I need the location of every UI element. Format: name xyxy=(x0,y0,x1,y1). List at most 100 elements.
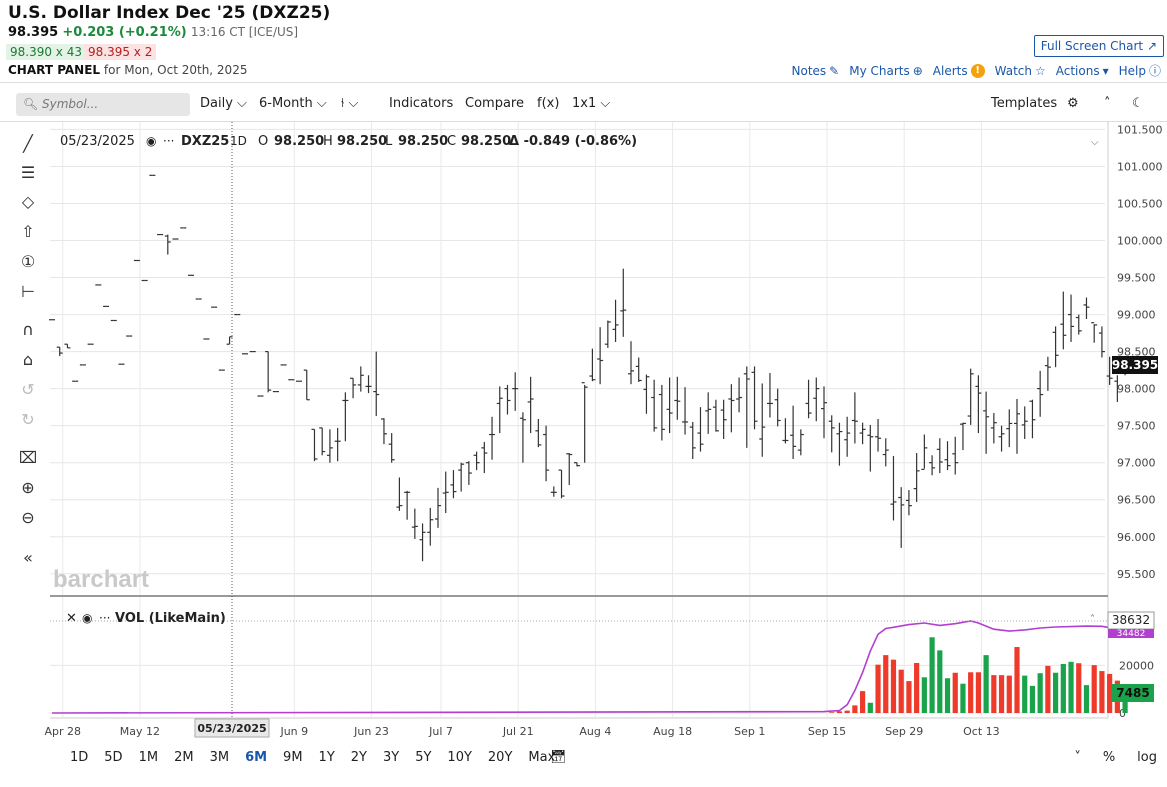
annotation-tool-icon[interactable]: ① xyxy=(20,251,36,271)
range-button[interactable]: 5Y xyxy=(415,750,432,765)
chevron-down-icon: ⌵ xyxy=(316,96,327,111)
x-tick-label: Sep 1 xyxy=(734,725,765,738)
ohlc-bar xyxy=(411,508,418,539)
eye-icon[interactable]: ◉ xyxy=(146,134,156,148)
undo-icon[interactable]: ↺ xyxy=(21,379,35,399)
expand-down-icon[interactable]: ˅ xyxy=(1074,750,1081,765)
bar-type-dropdown[interactable]: ⫮ ⌵ xyxy=(341,96,358,111)
collapse-up-icon[interactable]: ˄ xyxy=(1104,96,1111,111)
layout-dropdown[interactable]: 1x1 ⌵ xyxy=(572,96,610,111)
volume-bar xyxy=(852,705,858,713)
more-icon[interactable]: ··· xyxy=(99,611,110,625)
help-link[interactable]: Help ⓘ xyxy=(1119,62,1161,79)
volume-collapse-icon[interactable]: ˄ xyxy=(1090,613,1095,625)
range-button[interactable]: 10Y xyxy=(447,750,472,765)
quote-time: 13:16 CT [ICE/US] xyxy=(190,25,299,39)
volume-bar xyxy=(836,711,843,713)
price-tick-label: 96.000 xyxy=(1117,531,1156,544)
templates-button[interactable]: Templates xyxy=(991,96,1058,111)
ohlc-bar xyxy=(797,429,804,456)
zoom-out-icon[interactable]: ⊖ xyxy=(21,507,35,527)
symbol-search-input[interactable]: 🔍︎ Symbol... xyxy=(16,93,190,116)
range-button[interactable]: 2M xyxy=(174,750,194,765)
magnet-icon[interactable]: ∩ xyxy=(22,319,34,339)
price-tick-label: 100.500 xyxy=(1117,197,1163,210)
trendline-tool-icon[interactable]: ╱ xyxy=(23,133,33,153)
divider xyxy=(0,82,1167,83)
symbol-placeholder: Symbol... xyxy=(42,97,99,111)
legend-collapse-icon[interactable]: ⌵ xyxy=(1091,137,1099,148)
ohlc-bars xyxy=(49,174,1136,562)
eye-icon[interactable]: ◉ xyxy=(82,611,92,625)
chart-panel-date: for Mon, Oct 20th, 2025 xyxy=(103,63,248,77)
ohlc-bar xyxy=(1014,398,1020,454)
more-icon[interactable]: ··· xyxy=(163,134,174,148)
ohlc-bar xyxy=(473,451,480,471)
close-icon[interactable]: ✕ xyxy=(66,611,77,626)
arrow-tool-icon[interactable]: ⇧ xyxy=(21,221,35,241)
range-button[interactable]: 20Y xyxy=(487,750,513,765)
ohlc-bar xyxy=(535,418,542,448)
range-button[interactable]: 1Y xyxy=(318,750,335,765)
interval-dropdown[interactable]: Daily ⌵ xyxy=(200,96,247,111)
range-button[interactable]: 6M xyxy=(245,750,268,765)
legend-delta: Δ -0.849 (-0.86%) xyxy=(509,134,637,149)
x-tick-label: Sep 15 xyxy=(808,725,846,738)
ohlc-bar xyxy=(975,375,982,434)
percent-toggle[interactable]: % xyxy=(1102,750,1116,765)
range-button[interactable]: 1D xyxy=(70,750,89,765)
ohlc-bar xyxy=(519,412,526,463)
trash-icon[interactable]: ⌧ xyxy=(18,447,38,467)
ohlc-bar xyxy=(705,392,712,434)
ohlc-bar xyxy=(882,438,889,467)
compare-button[interactable]: Compare xyxy=(465,96,524,111)
shapes-tool-icon[interactable]: ◇ xyxy=(21,191,35,211)
alerts-link[interactable]: Alerts! xyxy=(933,62,985,79)
ohlc-bar xyxy=(813,377,820,422)
notes-link[interactable]: Notes ✎ xyxy=(792,62,840,79)
volume-bar xyxy=(1029,685,1036,713)
ohlc-bar xyxy=(782,418,789,444)
dark-mode-icon[interactable]: ☾ xyxy=(1132,96,1144,111)
volume-bar xyxy=(1037,673,1043,713)
unlock-icon[interactable]: ⌂ xyxy=(22,349,34,369)
log-toggle[interactable]: log xyxy=(1137,750,1157,765)
range-button[interactable]: Max xyxy=(528,750,556,765)
ohlc-bar xyxy=(875,418,882,452)
range-button[interactable]: 5D xyxy=(104,750,123,765)
ohlc-bar xyxy=(311,428,318,462)
my-charts-link[interactable]: My Charts ⊕ xyxy=(849,62,923,79)
range-button[interactable]: 1M xyxy=(138,750,159,765)
ohlc-bar xyxy=(944,441,951,471)
range-button[interactable]: 3M xyxy=(209,750,230,765)
ohlc-bar xyxy=(465,461,472,485)
volume-bar xyxy=(1060,663,1066,713)
last-price: 98.395 xyxy=(8,25,59,40)
volume-tick-label: 0 xyxy=(1119,707,1126,720)
watch-link[interactable]: Watch ☆ xyxy=(995,62,1046,79)
collapse-left-icon[interactable]: « xyxy=(23,547,33,567)
ohlc-bar xyxy=(404,490,411,520)
x-tick-label: Sep 29 xyxy=(885,725,923,738)
redo-icon[interactable]: ↻ xyxy=(21,409,35,429)
zoom-in-icon[interactable]: ⊕ xyxy=(21,477,35,497)
actions-menu[interactable]: Actions ▾ xyxy=(1056,62,1109,79)
range-button[interactable]: 3Y xyxy=(382,750,400,765)
period-dropdown[interactable]: 6-Month ⌵ xyxy=(259,96,327,111)
volume-bar xyxy=(875,664,881,713)
range-button[interactable]: 2Y xyxy=(350,750,367,765)
question-icon: ⓘ xyxy=(1148,64,1161,78)
range-button[interactable]: 9M xyxy=(283,750,303,765)
ohlc-bar xyxy=(265,350,272,393)
fx-button[interactable]: f(x) xyxy=(537,96,560,111)
ohlc-bar xyxy=(334,427,341,462)
calendar-icon[interactable]: 📅︎ xyxy=(550,750,567,765)
legend-date: 05/23/2025 xyxy=(60,134,135,149)
ohlc-bar xyxy=(1006,409,1013,448)
measure-tool-icon[interactable]: ⊢ xyxy=(21,281,35,301)
fibonacci-tool-icon[interactable]: ☰ xyxy=(20,162,36,182)
gear-icon[interactable]: ⚙ xyxy=(1067,96,1079,111)
indicators-button[interactable]: Indicators xyxy=(389,96,454,111)
price-chart[interactable]: Apr 28 May 12 Jun 9 Jun 23 Jul 7 Jul 21 Aug 4 A… xyxy=(0,122,1167,747)
full-screen-chart-button[interactable]: Full Screen Chart ↗ xyxy=(1033,35,1164,57)
